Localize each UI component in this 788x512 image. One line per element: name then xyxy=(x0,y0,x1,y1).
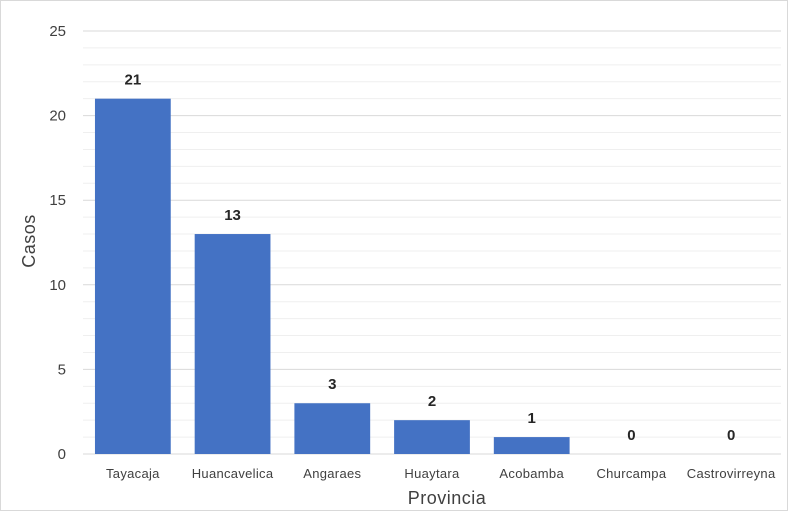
y-tick-labels: 0 5 10 15 20 25 xyxy=(49,23,66,463)
bar-tayacaja xyxy=(94,98,171,455)
x-axis-title: Provincia xyxy=(408,488,487,508)
gridlines xyxy=(83,30,781,455)
y-tick-label: 20 xyxy=(49,108,66,125)
x-tick-labels: Tayacaja Huancavelica Angaraes Huaytara Acob… xyxy=(106,466,776,481)
x-tick-label: Huancavelica xyxy=(192,466,274,481)
data-label: 2 xyxy=(428,393,436,410)
data-label: 13 xyxy=(224,207,241,224)
y-tick-label: 0 xyxy=(58,446,66,463)
y-tick-label: 15 xyxy=(49,192,66,209)
y-axis-title: Casos xyxy=(19,214,39,268)
y-tick-label: 5 xyxy=(58,361,66,378)
data-label: 3 xyxy=(328,376,336,393)
data-label: 21 xyxy=(125,72,142,89)
y-tick-label: 25 xyxy=(49,23,66,40)
bar-angaraes xyxy=(294,403,371,454)
bar-huancavelica xyxy=(194,234,271,454)
x-tick-label: Castrovirreyna xyxy=(687,466,776,481)
x-tick-label: Angaraes xyxy=(303,466,361,481)
data-label: 0 xyxy=(727,427,735,444)
x-tick-label: Churcampa xyxy=(596,466,666,481)
bar-acobamba xyxy=(493,437,570,454)
x-tick-label: Huaytara xyxy=(404,466,460,481)
x-tick-label: Tayacaja xyxy=(106,466,160,481)
x-tick-label: Acobamba xyxy=(499,466,564,481)
bar-huaytara xyxy=(394,420,470,454)
data-label: 0 xyxy=(627,427,635,444)
bars xyxy=(94,98,570,455)
y-tick-label: 10 xyxy=(49,277,66,294)
data-label: 1 xyxy=(528,410,536,427)
